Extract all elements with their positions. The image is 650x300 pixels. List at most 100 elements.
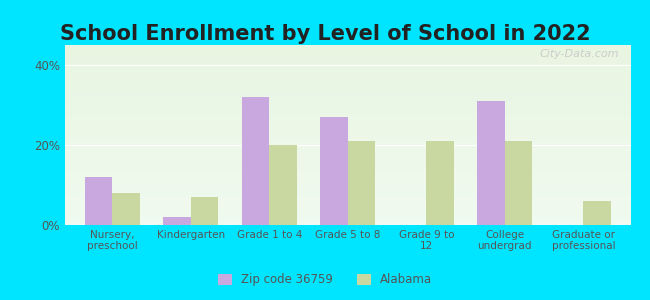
Bar <box>65 171 630 173</box>
Bar <box>65 146 630 148</box>
Bar <box>65 191 630 193</box>
Bar <box>65 101 630 103</box>
Bar <box>65 214 630 216</box>
Bar <box>190 197 218 225</box>
Bar <box>65 133 630 135</box>
Bar <box>65 104 630 106</box>
Bar <box>65 158 630 160</box>
Bar <box>65 175 630 176</box>
Bar <box>65 212 630 214</box>
Bar <box>65 128 630 130</box>
Bar <box>320 117 348 225</box>
Bar <box>65 74 630 76</box>
Bar <box>65 88 630 90</box>
Bar <box>65 178 630 180</box>
Bar <box>65 160 630 162</box>
Bar <box>65 155 630 157</box>
Bar <box>65 203 630 205</box>
Bar <box>65 58 630 59</box>
Bar <box>65 164 630 166</box>
Bar <box>65 185 630 187</box>
Bar <box>65 216 630 218</box>
Bar <box>65 54 630 56</box>
Bar <box>65 211 630 212</box>
Bar <box>65 97 630 99</box>
Bar <box>65 45 630 47</box>
Bar <box>269 145 296 225</box>
Bar <box>65 221 630 223</box>
Bar <box>65 200 630 202</box>
Bar <box>65 112 630 113</box>
Bar <box>65 207 630 209</box>
Bar <box>65 166 630 167</box>
Bar <box>65 162 630 164</box>
Bar <box>84 177 112 225</box>
Bar <box>65 157 630 158</box>
Bar <box>65 59 630 61</box>
Bar <box>65 189 630 191</box>
Bar <box>348 141 375 225</box>
Bar <box>65 153 630 155</box>
Bar <box>65 119 630 121</box>
Bar <box>65 144 630 146</box>
Bar <box>65 173 630 175</box>
Bar <box>65 103 630 104</box>
Bar <box>65 65 630 67</box>
Bar <box>65 151 630 153</box>
Bar <box>65 83 630 85</box>
Bar <box>65 68 630 70</box>
Bar <box>65 99 630 101</box>
Bar <box>65 202 630 203</box>
Bar <box>65 47 630 49</box>
Bar <box>65 131 630 133</box>
Bar <box>65 50 630 52</box>
Legend: Zip code 36759, Alabama: Zip code 36759, Alabama <box>213 269 437 291</box>
Bar <box>65 149 630 151</box>
Bar <box>65 110 630 112</box>
Bar <box>65 223 630 225</box>
Bar <box>65 121 630 122</box>
Text: City-Data.com: City-Data.com <box>540 49 619 58</box>
Bar <box>426 141 454 225</box>
Bar <box>65 167 630 169</box>
Bar <box>163 217 190 225</box>
Bar <box>65 117 630 119</box>
Bar <box>65 140 630 142</box>
Bar <box>65 218 630 220</box>
Bar <box>65 209 630 211</box>
Bar <box>65 124 630 126</box>
Bar <box>65 108 630 110</box>
Bar <box>65 220 630 221</box>
Bar <box>65 113 630 115</box>
Bar <box>65 94 630 95</box>
Bar <box>65 49 630 50</box>
Bar <box>242 97 269 225</box>
Bar <box>65 56 630 58</box>
Bar <box>65 79 630 81</box>
Bar <box>65 187 630 189</box>
Bar <box>65 52 630 54</box>
Bar <box>65 106 630 108</box>
Bar <box>65 176 630 178</box>
Bar <box>65 61 630 63</box>
Bar <box>65 70 630 72</box>
Bar <box>505 141 532 225</box>
Bar <box>65 137 630 139</box>
Bar <box>65 182 630 184</box>
Bar <box>65 81 630 83</box>
Bar <box>65 90 630 92</box>
Bar <box>65 63 630 65</box>
Bar <box>65 205 630 207</box>
Bar <box>65 184 630 185</box>
Bar <box>65 77 630 79</box>
Bar <box>65 67 630 68</box>
Bar <box>65 180 630 182</box>
Text: School Enrollment by Level of School in 2022: School Enrollment by Level of School in … <box>60 24 590 44</box>
Bar <box>65 115 630 117</box>
Bar <box>584 201 611 225</box>
Bar <box>477 101 505 225</box>
Bar <box>65 95 630 97</box>
Bar <box>65 86 630 88</box>
Bar <box>65 139 630 140</box>
Bar <box>65 148 630 149</box>
